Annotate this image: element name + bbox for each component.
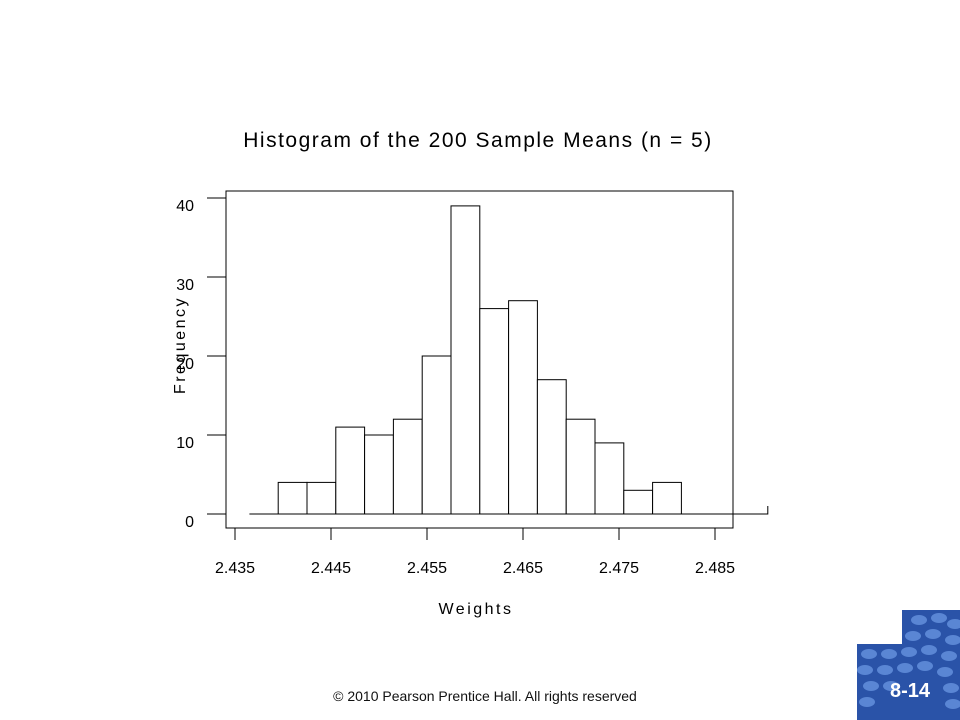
plot-frame [225, 190, 734, 529]
slide-badge-graphic [857, 610, 960, 720]
badge-dot [857, 665, 873, 675]
y-tick-label: 30 [176, 277, 194, 294]
badge-dot [897, 663, 913, 673]
histogram-bar [421, 355, 452, 515]
histogram-bar [306, 481, 337, 515]
histogram-bars [249, 205, 769, 515]
histogram-bar [392, 418, 423, 515]
copyright-notice: © 2010 Pearson Prentice Hall. All rights… [333, 688, 637, 704]
histogram-bar [335, 426, 366, 515]
y-tick-label: 10 [176, 435, 194, 452]
y-tick-label: 0 [185, 514, 194, 531]
badge-pattern [857, 613, 960, 709]
badge-dot [947, 619, 960, 629]
histogram-bar [277, 481, 308, 515]
badge-dot [941, 651, 957, 661]
badge-dot [943, 683, 959, 693]
badge-dot [921, 645, 937, 655]
histogram-bar [565, 418, 596, 515]
chart-title: Histogram of the 200 Sample Means (n = 5… [243, 129, 712, 152]
histogram-bar [652, 481, 682, 515]
badge-dot [877, 665, 893, 675]
badge-dot [863, 681, 879, 691]
y-tick-label: 20 [176, 356, 194, 373]
x-axis: 2.435 2.445 2.455 2.465 2.475 2.485 [215, 528, 735, 577]
slide-number: 8-14 [889, 680, 931, 702]
histogram-bar [508, 300, 538, 515]
badge-dot [911, 615, 927, 625]
x-tick-label: 2.435 [215, 560, 255, 577]
histogram-bar [594, 442, 625, 515]
badge-dot [937, 667, 953, 677]
x-tick-label: 2.445 [311, 560, 351, 577]
badge-dot [883, 681, 899, 691]
badge-dot [901, 647, 917, 657]
histogram-bar [479, 308, 510, 515]
x-tick-label: 2.485 [695, 560, 735, 577]
histogram-bar [623, 489, 654, 515]
y-axis-label: Frequency [172, 296, 189, 394]
badge-dot [859, 697, 875, 707]
badge-dot [917, 661, 933, 671]
y-tick-label: 40 [176, 198, 194, 215]
x-tick-label: 2.465 [503, 560, 543, 577]
x-axis-label: Weights [438, 601, 513, 618]
histogram-bar [536, 379, 567, 515]
badge-dot [861, 649, 877, 659]
badge-dot [931, 613, 947, 623]
badge-dot [925, 629, 941, 639]
empty-bin-baseline [681, 506, 769, 515]
badge-dot [945, 635, 960, 645]
badge-dot [905, 631, 921, 641]
badge-dot [881, 649, 897, 659]
x-tick-label: 2.455 [407, 560, 447, 577]
histogram-bar [364, 434, 394, 515]
badge-dot [945, 699, 960, 709]
x-tick-label: 2.475 [599, 560, 639, 577]
histogram-bar [450, 205, 481, 515]
y-axis: 0 10 20 30 40 [176, 197, 226, 531]
